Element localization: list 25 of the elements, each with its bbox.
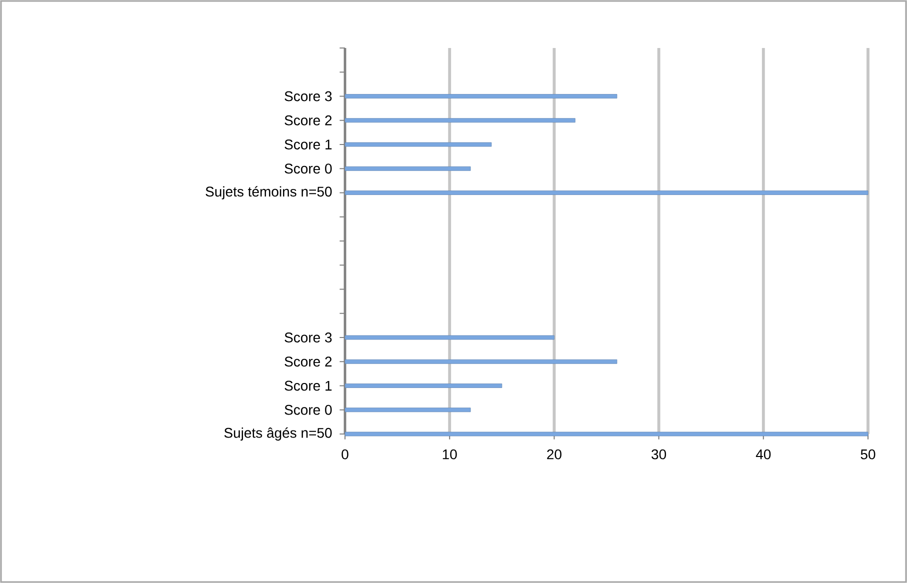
x-tick-label: 10 — [442, 449, 457, 460]
y-tick-label: Score 3 — [284, 332, 332, 342]
y-tick-label: Score 0 — [284, 404, 332, 415]
x-tick-label: 50 — [860, 449, 876, 460]
bar — [344, 335, 554, 340]
y-tick-label: Score 2 — [284, 115, 332, 126]
y-tick-label: Score 0 — [284, 164, 332, 174]
bar — [344, 118, 576, 123]
bar — [344, 94, 618, 98]
x-tick-label: 30 — [652, 449, 666, 460]
y-tick-label: Sujets âgés n=50 — [224, 427, 332, 441]
y-tick-label: Score 3 — [284, 91, 332, 102]
bar — [344, 166, 471, 171]
bar — [344, 359, 618, 364]
x-tick-label: 40 — [756, 449, 771, 460]
x-tick-label: 0 — [342, 449, 348, 460]
bar — [344, 190, 868, 195]
y-tick-label: Score 1 — [284, 380, 332, 391]
bar — [344, 142, 492, 147]
x-tick-label: 20 — [547, 449, 562, 460]
y-tick-label: Score 1 — [284, 140, 332, 150]
bar — [344, 384, 502, 388]
y-tick-label: Score 2 — [284, 356, 332, 367]
bar — [344, 408, 471, 412]
y-tick-label: Sujets témoins n=50 — [206, 186, 332, 200]
